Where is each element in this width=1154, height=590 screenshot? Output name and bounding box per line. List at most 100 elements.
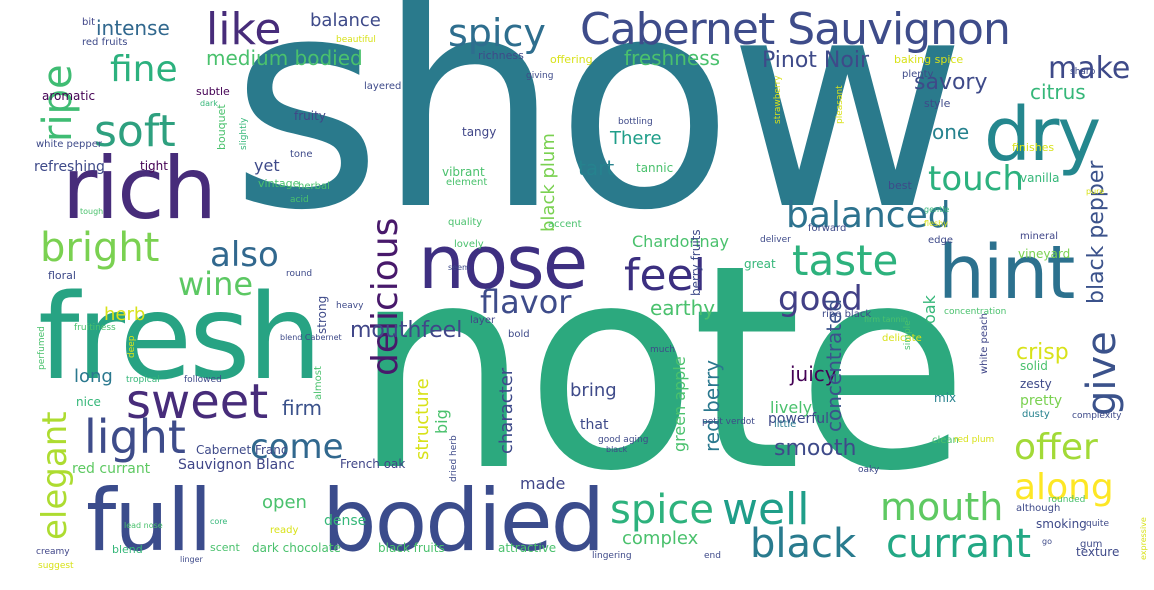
- word: light: [84, 410, 186, 464]
- word: dark: [200, 99, 218, 108]
- word: floral: [48, 269, 76, 282]
- word: like: [206, 4, 282, 55]
- word: nose: [418, 220, 588, 306]
- word: sharp: [1070, 67, 1096, 77]
- word: smoking: [1036, 517, 1087, 531]
- word: Cabernet Franc: [196, 443, 288, 457]
- word: Chardonnay: [632, 232, 729, 251]
- word: vanilla: [1020, 171, 1060, 185]
- word: vineyard: [1018, 247, 1071, 261]
- word: ripe: [35, 64, 81, 142]
- word: elegant: [35, 411, 75, 540]
- word: dense: [324, 513, 367, 529]
- word: deliver: [760, 235, 791, 245]
- word: element: [446, 177, 488, 188]
- word: ripe black: [822, 309, 872, 320]
- word: balanced: [786, 195, 951, 236]
- word: touch: [928, 159, 1024, 199]
- word: giving: [526, 71, 554, 81]
- word: suggest: [38, 561, 74, 571]
- word: smooth: [774, 436, 857, 461]
- word: lingering: [592, 551, 632, 561]
- word: pure: [1086, 187, 1105, 196]
- word: red currant: [72, 461, 151, 477]
- word: forward: [808, 223, 847, 234]
- word: feel: [624, 250, 706, 301]
- word: firm tannin: [864, 315, 908, 324]
- word: come: [250, 427, 344, 467]
- word: concentration: [944, 307, 1007, 317]
- word: show: [230, 0, 967, 274]
- word: lively: [770, 398, 813, 417]
- word: black: [750, 521, 857, 567]
- word: complex: [622, 528, 699, 549]
- word: richness: [478, 49, 524, 62]
- word: make: [1048, 51, 1131, 86]
- word: dry: [984, 92, 1101, 178]
- word: attractive: [498, 541, 557, 555]
- word: open: [262, 492, 307, 513]
- word: quality: [448, 217, 483, 228]
- word: pretty: [1020, 393, 1063, 409]
- word: good aging: [598, 435, 649, 445]
- word: aromatic: [42, 89, 96, 103]
- word: offering: [550, 53, 593, 66]
- word: heavy: [336, 301, 364, 311]
- word: finishes: [1012, 141, 1055, 154]
- word: great: [744, 257, 776, 271]
- word: black plum: [538, 133, 559, 232]
- word: fruity: [294, 109, 326, 123]
- word: nice: [76, 395, 101, 409]
- word: tough: [80, 207, 104, 216]
- word: edge: [928, 235, 953, 246]
- word: savory: [914, 70, 988, 95]
- word: delicate: [882, 333, 922, 344]
- word: pleasant: [835, 85, 845, 124]
- word: red plum: [954, 435, 995, 445]
- word: blend: [112, 543, 143, 556]
- word: earthy: [650, 296, 716, 320]
- word: baking spice: [894, 53, 964, 66]
- word: spicy: [448, 11, 546, 55]
- word: hint: [938, 230, 1075, 316]
- word: Sauvignon Blanc: [178, 457, 295, 473]
- word: lead nose: [124, 521, 163, 530]
- word: balance: [310, 10, 381, 31]
- word: bright: [40, 225, 160, 271]
- word: expressive: [1139, 517, 1148, 560]
- word: red berry: [700, 359, 724, 452]
- word: wine: [178, 265, 254, 303]
- word: simple: [903, 320, 913, 350]
- word: ready: [270, 525, 299, 536]
- word: mouthfeel: [350, 318, 463, 343]
- word: taste: [792, 236, 899, 285]
- word: tangy: [462, 125, 497, 139]
- word: Cabernet Sauvignon: [580, 4, 1011, 55]
- word: bottling: [618, 117, 653, 127]
- word: creamy: [36, 547, 70, 557]
- word: mineral: [1020, 231, 1059, 242]
- word: white peach: [979, 312, 990, 374]
- word: mix: [934, 391, 957, 405]
- word: layered: [364, 81, 402, 92]
- word: offer: [1014, 427, 1098, 468]
- word: blend Cabernet: [280, 333, 342, 342]
- word: much: [650, 345, 676, 355]
- word: bouquet: [215, 104, 228, 150]
- word: black pepper: [1084, 160, 1109, 304]
- word: lovely: [454, 239, 484, 250]
- word: well: [722, 484, 810, 535]
- word: dark chocolate: [252, 541, 341, 555]
- word: character: [496, 367, 517, 454]
- word: fine: [110, 49, 178, 90]
- word: solid: [1020, 359, 1048, 373]
- word: berry fruits: [689, 229, 703, 296]
- word: slightly: [239, 117, 249, 150]
- word: perfumed: [37, 326, 47, 370]
- word: fresh: [38, 268, 322, 406]
- word: seem: [448, 263, 470, 272]
- word: soft: [94, 106, 176, 157]
- word: style: [924, 97, 951, 110]
- word: good: [778, 279, 863, 319]
